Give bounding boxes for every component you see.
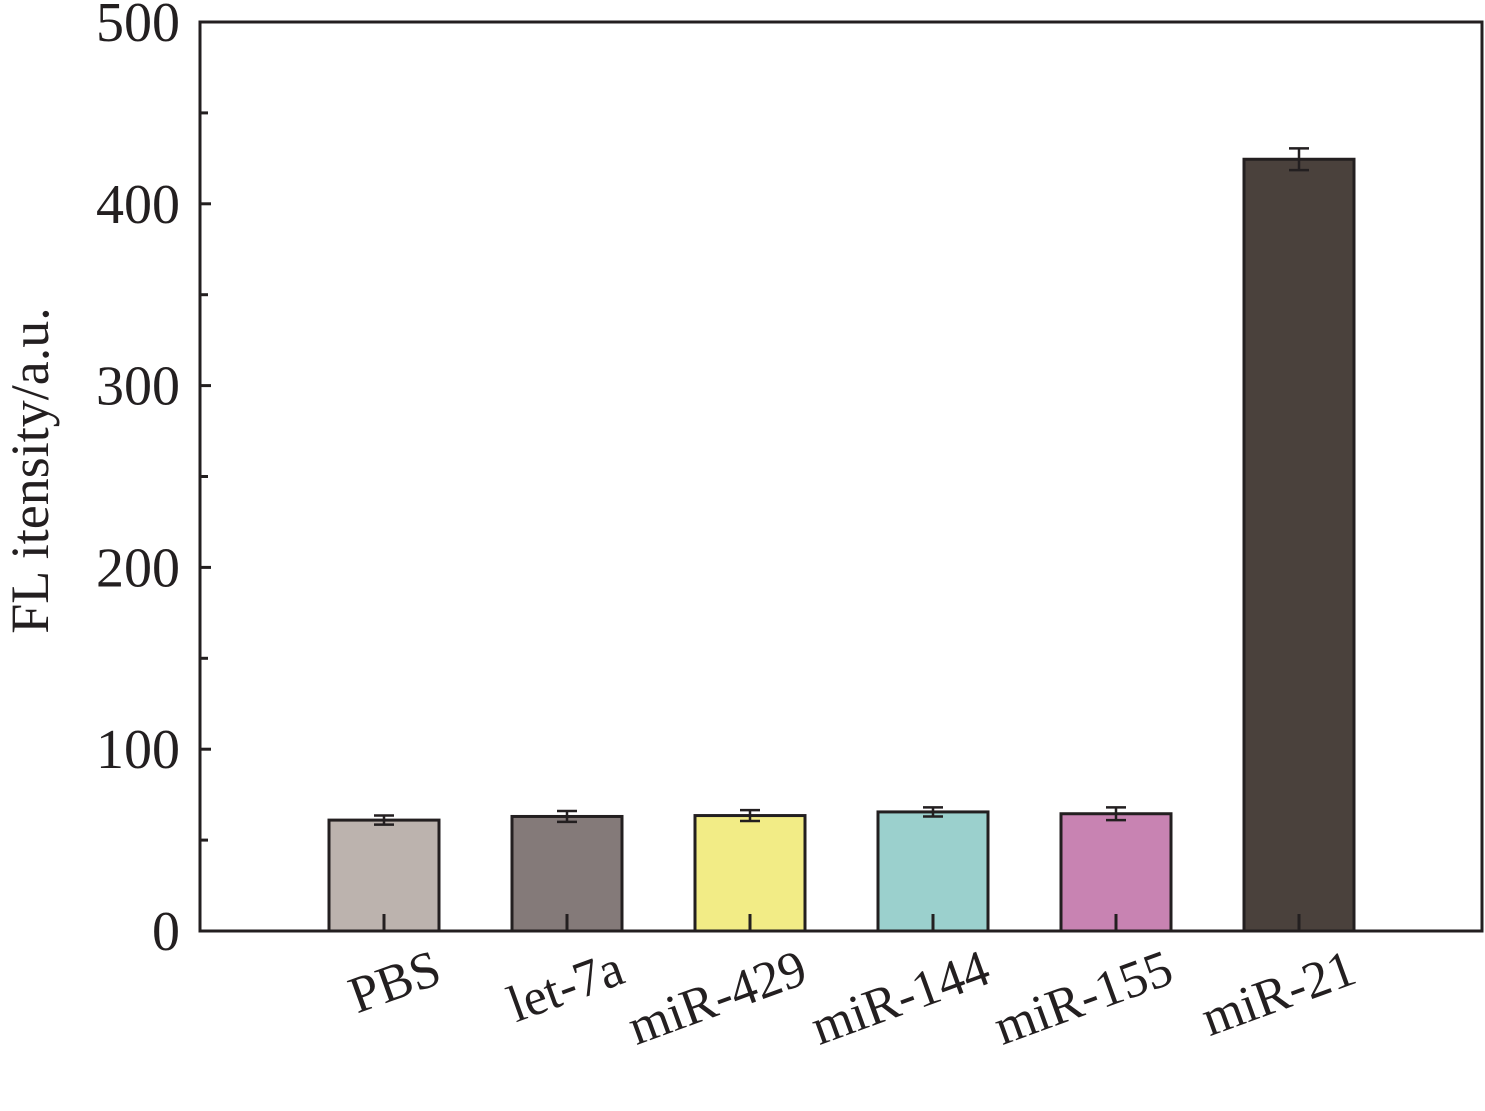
y-tick-label: 400 [96,174,180,236]
x-tick-label: miR-155 [987,940,1180,1057]
bar-mir-21 [1242,157,1356,933]
bar-pbs [327,818,441,933]
y-tick-label: 200 [96,537,180,599]
error-bar [923,806,943,818]
x-tick-label: miR-21 [1194,940,1363,1048]
error-bar [557,809,577,824]
bar-mir-155 [1059,812,1173,933]
x-tick-label: miR-429 [621,940,814,1057]
x-tick-label: PBS [342,940,448,1025]
y-axis: 0 100 200 300 400 500 [96,0,211,963]
y-tick-label: 300 [96,356,180,418]
x-tick-label: miR-144 [804,940,997,1057]
error-bar [1289,147,1309,172]
error-bar [374,814,394,826]
error-bars-layer [374,147,1309,826]
error-bar [1106,806,1126,822]
y-tick-label: 100 [96,719,180,781]
bar-mir-429 [693,814,807,933]
y-axis-title: FL itensity/a.u. [0,307,60,633]
error-bar [740,808,760,823]
bars-layer [327,157,1356,933]
y-tick-label: 500 [96,0,180,54]
bar-let-7a [510,814,624,933]
y-tick-label: 0 [152,901,180,963]
bar-mir-144 [876,810,990,933]
x-tick-label: let-7a [500,940,631,1034]
